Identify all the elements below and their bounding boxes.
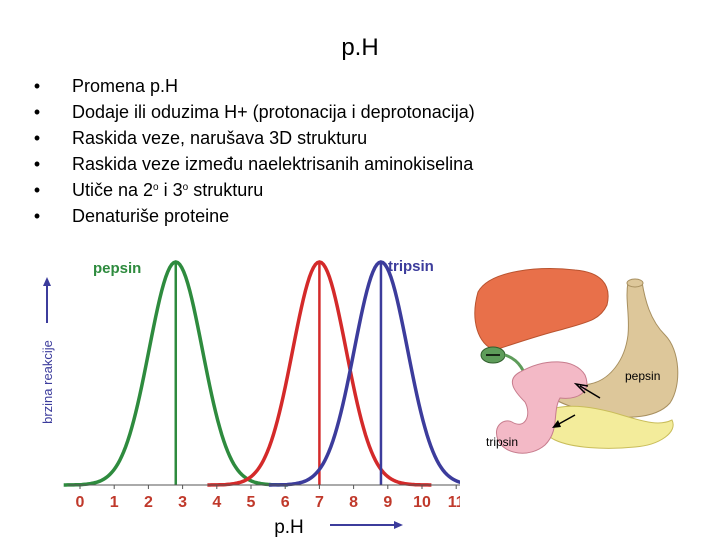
x-tick-label: 10	[413, 494, 431, 511]
bullet-item: • Dodaje ili oduzima H+ (protonacija i de…	[30, 99, 475, 125]
x-tick-label: 8	[349, 494, 358, 511]
pancreas-shape	[541, 405, 674, 449]
bullet-text: Raskida veze između naelektrisanih amino…	[72, 154, 474, 174]
series-label-pepsin: pepsin	[93, 260, 141, 277]
bullet-item: • Raskida veze, narušava 3D strukturu	[30, 125, 475, 151]
arrow-pepsin	[573, 382, 601, 399]
x-tick-label: 1	[110, 494, 119, 511]
bullet-dot: •	[33, 154, 41, 174]
bullet-item: • Promena p.H	[30, 73, 475, 99]
x-axis-arrowhead	[394, 521, 403, 529]
bullet-text: Promena p.H	[72, 76, 179, 96]
x-axis-label: p.H	[274, 517, 304, 538]
bullet-item: • Raskida veze između naelektrisanih amin…	[30, 151, 475, 177]
curves-group	[63, 260, 460, 487]
bullet-text: Raskida veze, narušava 3D strukturu	[72, 128, 368, 148]
bullet-dot: •	[33, 180, 41, 200]
label-pepsin: pepsin	[625, 369, 660, 383]
x-tick-label: 2	[144, 494, 153, 511]
digestive-organs-illustration: pepsin tripsin	[474, 268, 679, 454]
y-axis-arrowhead	[43, 277, 51, 286]
bullet-text: Dodaje ili oduzima H+ (protonacija i dep…	[72, 102, 475, 122]
bullet-item: • Utiče na 2o i 3o strukturu	[30, 177, 475, 203]
x-tick-group: 01234567891011121314	[76, 485, 460, 511]
slide-title: p.H	[341, 34, 379, 61]
x-tick-label: 11	[448, 494, 460, 511]
x-tick-label: 5	[247, 494, 256, 511]
bullet-item: • Denaturiše proteine	[30, 203, 475, 229]
x-tick-label: 3	[178, 494, 187, 511]
bullet-dot: •	[33, 76, 41, 96]
bullet-text: i 3	[158, 180, 183, 200]
arrow-tripsin	[556, 414, 576, 426]
bullet-text: Denaturiše proteine	[72, 206, 230, 226]
label-tripsin: tripsin	[486, 435, 518, 449]
y-axis-label: brzina reakcije	[40, 340, 55, 424]
x-tick-label: 0	[76, 494, 85, 511]
intestine-shape	[496, 361, 588, 454]
bullet-dot: •	[33, 128, 41, 148]
liver-shape	[474, 268, 609, 351]
series-label-tripsin: tripsin	[388, 258, 434, 275]
x-tick-label: 6	[281, 494, 290, 511]
superscript: o	[153, 182, 159, 193]
x-tick-label: 7	[315, 494, 324, 511]
bullet-dot: •	[33, 102, 41, 122]
esophagus-top	[626, 278, 644, 288]
arrowhead-tripsin	[552, 420, 561, 428]
bullet-dot: •	[33, 206, 41, 226]
x-tick-label: 4	[212, 494, 221, 511]
x-tick-label: 9	[383, 494, 392, 511]
stomach-shape	[539, 281, 679, 418]
bullet-list: • Promena p.H • Dodaje ili oduzima H+ (pro…	[30, 73, 475, 229]
enzyme-activity-chart: 01234567891011121314 p.H brzina reakcije…	[40, 258, 460, 538]
series-curve-2	[268, 260, 460, 487]
bullet-text: Utiče na 2	[72, 180, 154, 200]
superscript: o	[182, 182, 189, 193]
bullet-text: strukturu	[188, 180, 264, 200]
